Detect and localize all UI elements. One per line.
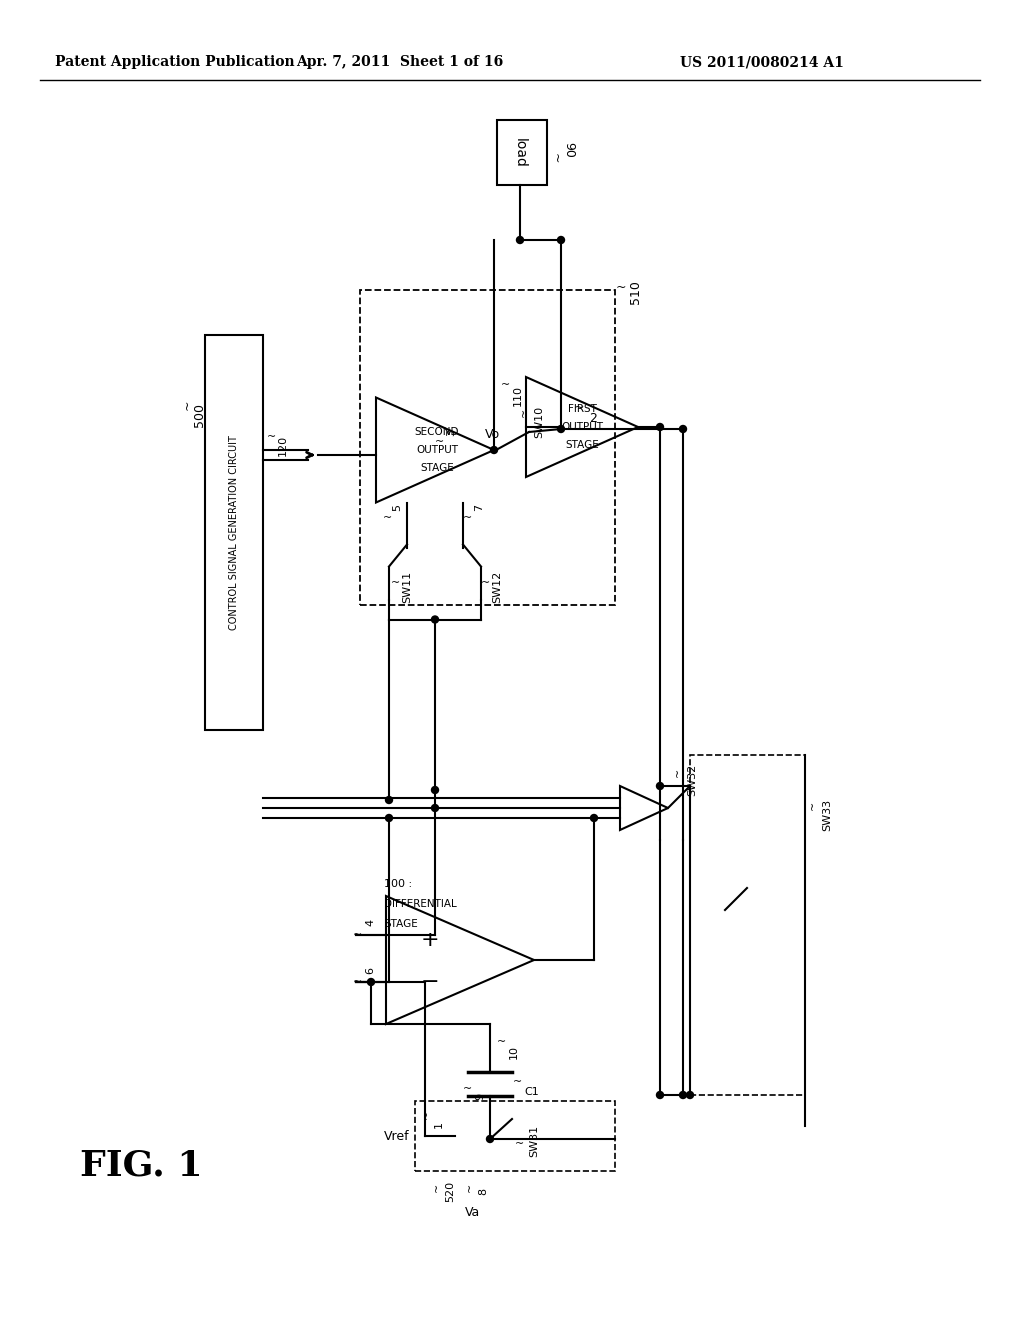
Text: 3: 3 — [446, 429, 456, 436]
Text: ~: ~ — [434, 437, 443, 447]
Text: Patent Application Publication: Patent Application Publication — [55, 55, 295, 69]
Text: 110: 110 — [513, 384, 523, 405]
Text: 90: 90 — [562, 141, 575, 157]
Text: OUTPUT: OUTPUT — [561, 422, 603, 432]
Circle shape — [656, 783, 664, 789]
Text: SW33: SW33 — [822, 799, 831, 832]
Text: CONTROL SIGNAL GENERATION CIRCUIT: CONTROL SIGNAL GENERATION CIRCUIT — [229, 436, 239, 630]
Text: 7: 7 — [474, 504, 484, 511]
Bar — [690, 755, 805, 1096]
Bar — [205, 335, 263, 730]
Circle shape — [656, 424, 664, 430]
Text: ~: ~ — [353, 977, 362, 987]
Text: SW12: SW12 — [492, 570, 502, 603]
Circle shape — [557, 425, 564, 433]
Text: C1: C1 — [524, 1086, 540, 1097]
Text: STAGE: STAGE — [384, 919, 418, 929]
Circle shape — [656, 1092, 664, 1098]
Text: SW11: SW11 — [402, 570, 412, 602]
Text: ~: ~ — [673, 767, 683, 776]
Text: load: load — [513, 137, 527, 168]
Text: Va: Va — [465, 1206, 480, 1220]
Text: 510: 510 — [629, 280, 641, 304]
Text: ~: ~ — [549, 153, 561, 164]
Text: SW32: SW32 — [687, 764, 697, 796]
Text: FIRST: FIRST — [567, 404, 596, 414]
Text: ~: ~ — [573, 400, 585, 413]
Text: ~: ~ — [513, 1077, 522, 1086]
Text: +: + — [421, 931, 439, 950]
Circle shape — [557, 236, 564, 243]
Text: 10: 10 — [509, 1045, 519, 1059]
Circle shape — [431, 787, 438, 793]
Bar — [360, 290, 615, 605]
Text: SW31: SW31 — [529, 1125, 539, 1158]
Text: −: − — [421, 972, 439, 993]
Text: STAGE: STAGE — [420, 463, 454, 473]
Text: ~: ~ — [390, 578, 399, 587]
Text: FIG. 1: FIG. 1 — [80, 1148, 203, 1181]
Text: ~: ~ — [266, 432, 275, 442]
Text: ~: ~ — [382, 512, 391, 523]
Text: ~: ~ — [432, 1183, 442, 1192]
Circle shape — [368, 978, 375, 986]
Text: ~: ~ — [464, 1084, 473, 1094]
Text: ~: ~ — [502, 380, 511, 389]
Text: 4: 4 — [365, 919, 375, 925]
Text: 5: 5 — [392, 504, 402, 511]
Text: ~: ~ — [353, 931, 362, 940]
Text: ~: ~ — [498, 1038, 507, 1047]
Circle shape — [680, 1092, 686, 1098]
Text: STAGE: STAGE — [565, 440, 599, 450]
Text: 100 :: 100 : — [384, 879, 412, 888]
Text: ~: ~ — [480, 578, 489, 587]
Text: ~: ~ — [808, 800, 818, 809]
Circle shape — [486, 1135, 494, 1143]
Circle shape — [385, 814, 392, 821]
Circle shape — [591, 814, 597, 821]
Text: ~: ~ — [615, 281, 627, 293]
Bar — [497, 120, 547, 185]
Circle shape — [686, 1092, 693, 1098]
Circle shape — [490, 446, 498, 454]
Text: 520: 520 — [445, 1180, 455, 1201]
Text: ~: ~ — [515, 1139, 524, 1148]
Bar — [415, 1101, 615, 1171]
Text: ~: ~ — [422, 1109, 432, 1118]
Text: ~: ~ — [519, 408, 529, 417]
Circle shape — [431, 616, 438, 623]
Text: Apr. 7, 2011  Sheet 1 of 16: Apr. 7, 2011 Sheet 1 of 16 — [296, 55, 504, 69]
Text: OUTPUT: OUTPUT — [416, 445, 458, 455]
Text: 8: 8 — [478, 1188, 488, 1195]
Text: DIFFERENTIAL: DIFFERENTIAL — [384, 899, 457, 909]
Circle shape — [680, 425, 686, 433]
Text: SECOND: SECOND — [415, 426, 459, 437]
Text: ~: ~ — [180, 400, 194, 411]
Text: US 2011/0080214 A1: US 2011/0080214 A1 — [680, 55, 844, 69]
Text: 500: 500 — [194, 403, 207, 426]
Text: 6: 6 — [365, 966, 375, 974]
Text: ~: ~ — [465, 1183, 475, 1192]
Text: Vo: Vo — [484, 428, 500, 441]
Text: 120: 120 — [278, 434, 288, 455]
Text: SW10: SW10 — [534, 407, 544, 438]
Text: 2: 2 — [589, 412, 597, 425]
Circle shape — [431, 804, 438, 812]
Text: Vref: Vref — [384, 1130, 410, 1143]
Text: 9: 9 — [475, 1093, 485, 1100]
Circle shape — [385, 796, 392, 804]
Circle shape — [516, 236, 523, 243]
Text: 1: 1 — [434, 1121, 444, 1127]
Text: ~: ~ — [464, 512, 473, 523]
